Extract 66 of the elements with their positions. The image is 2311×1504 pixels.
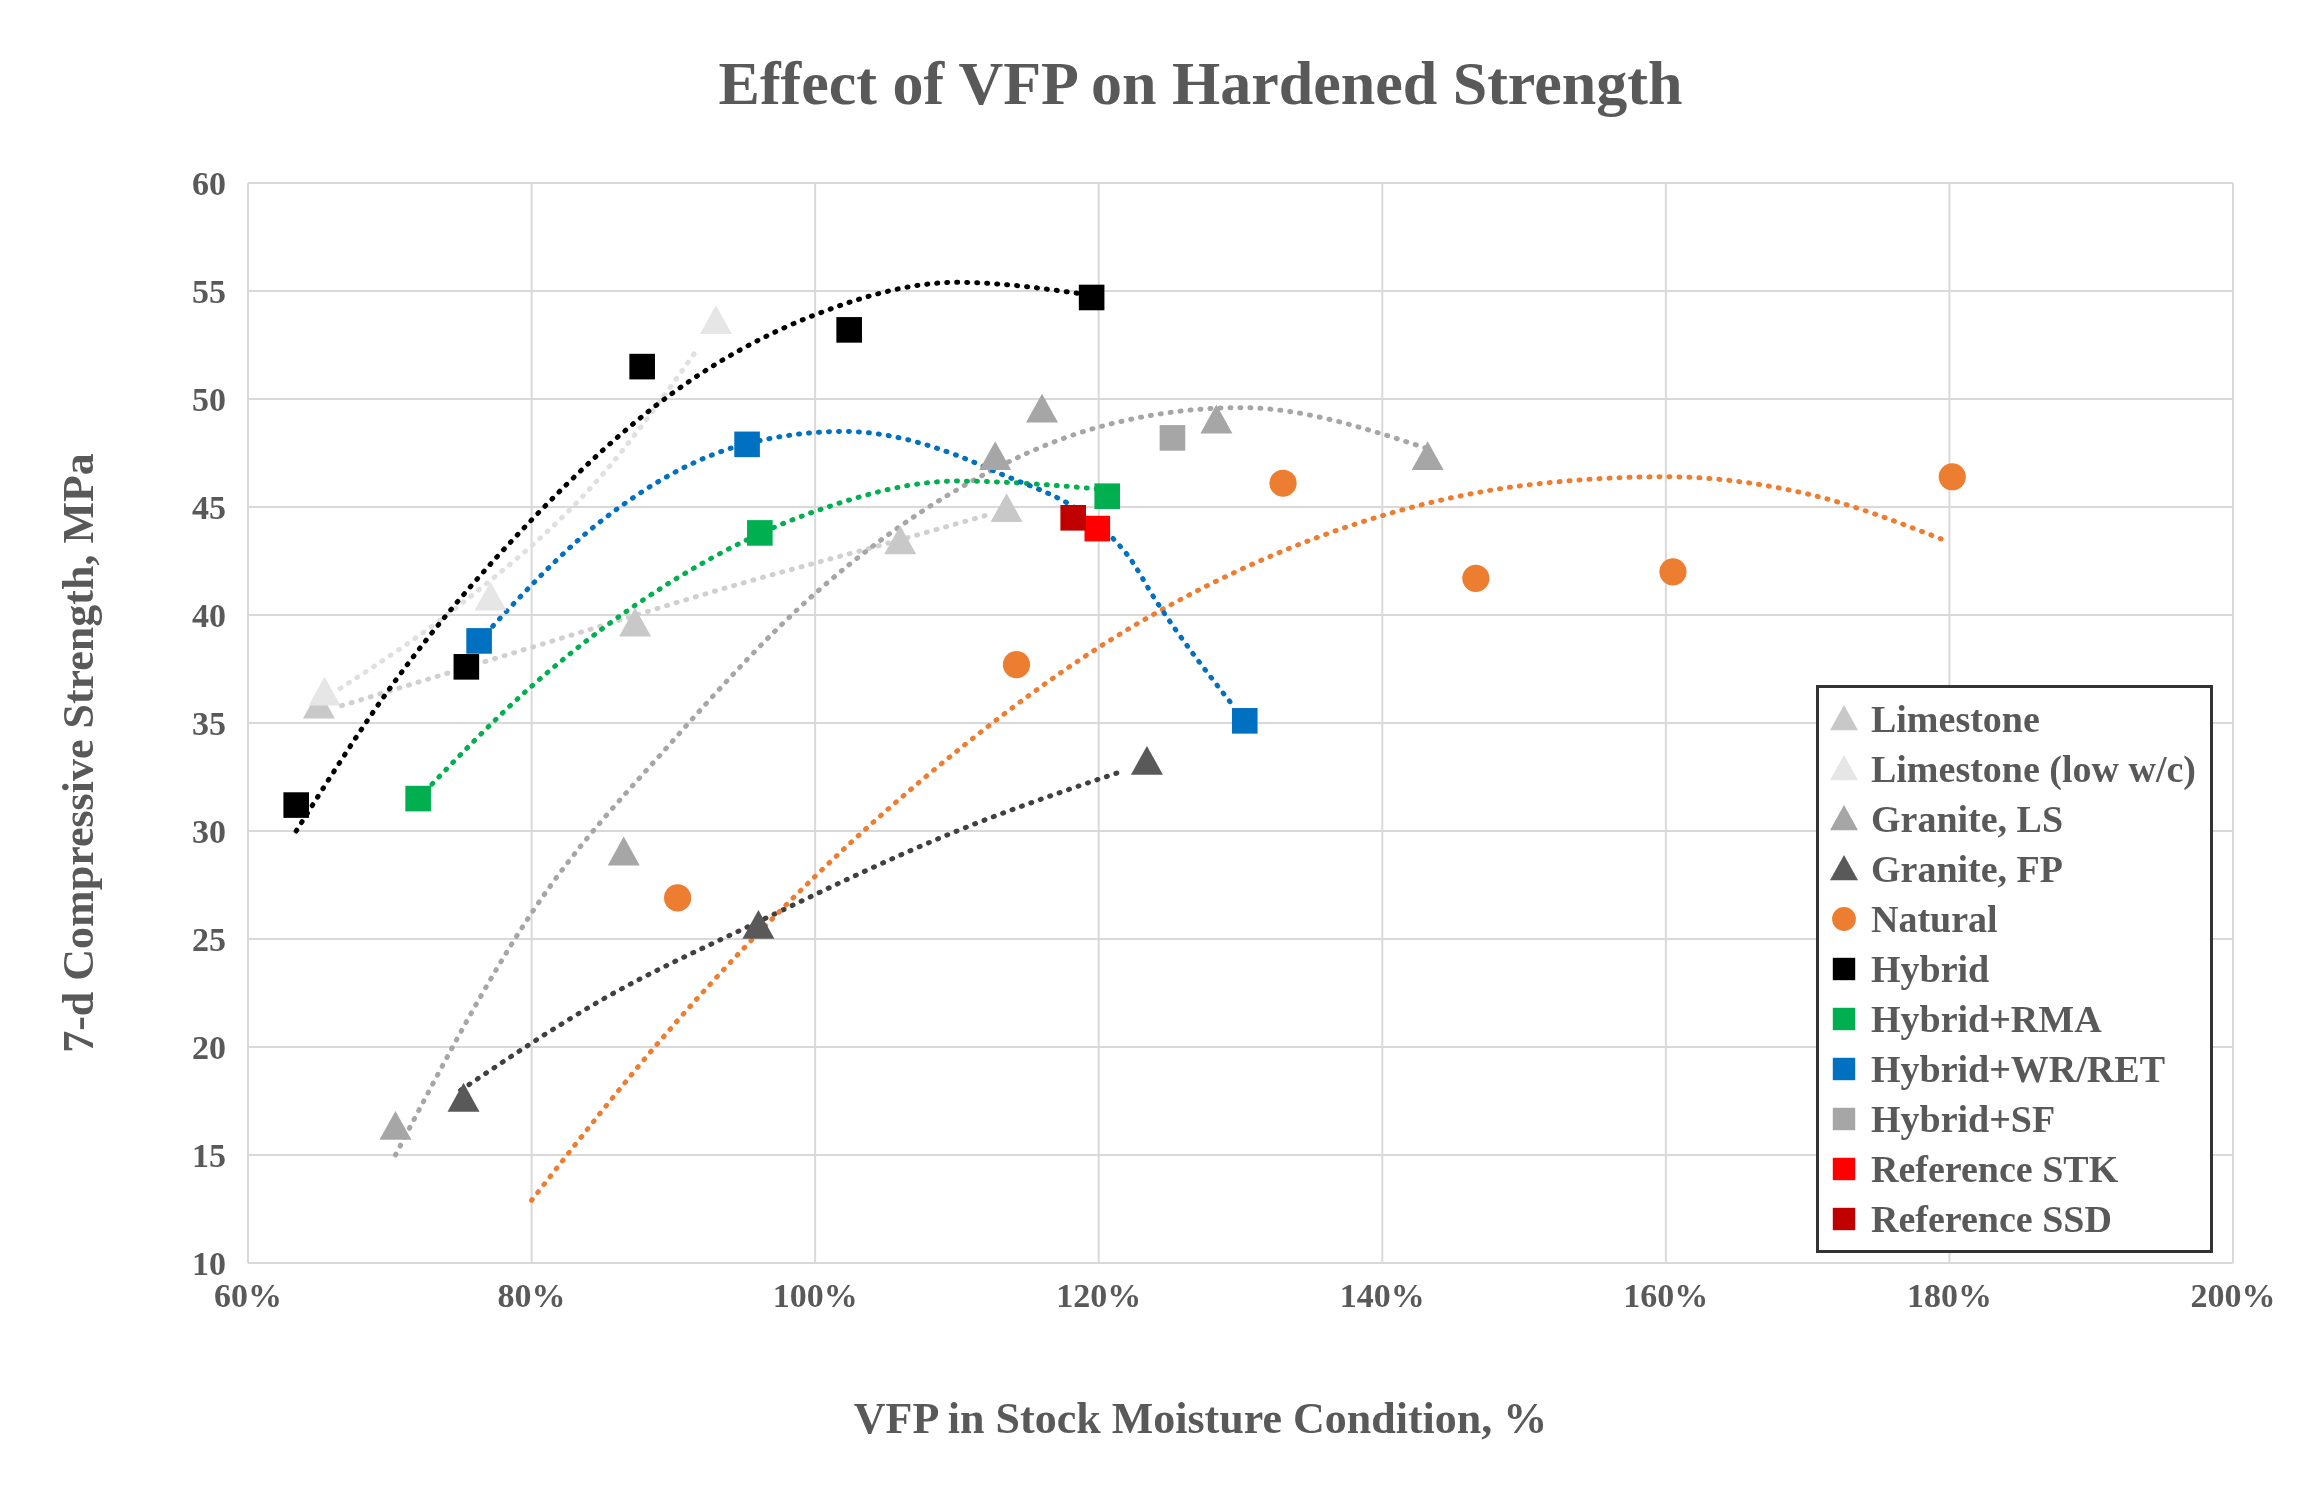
y-tick-label: 45 — [192, 489, 226, 527]
y-tick-label: 40 — [192, 597, 226, 635]
y-tick-label: 20 — [192, 1029, 226, 1067]
x-axis-title: VFP in Stock Moisture Condition, % — [852, 1393, 1549, 1444]
point — [405, 785, 431, 812]
legend-label: Reference SSD — [1870, 1197, 2112, 1241]
point — [447, 1082, 480, 1112]
point — [629, 353, 655, 380]
point — [453, 654, 480, 680]
point — [990, 493, 1023, 522]
x-tick-label: 160% — [1623, 1277, 1709, 1315]
point — [1200, 404, 1233, 434]
point — [664, 884, 692, 912]
point — [1159, 425, 1186, 451]
point — [474, 581, 507, 611]
point — [1084, 515, 1111, 542]
x-tick-label: 100% — [772, 1277, 858, 1315]
legend-label: Limestone (low w/c) — [1870, 747, 2196, 791]
legend-label: Natural — [1870, 897, 1998, 941]
legend-label: Granite, LS — [1870, 797, 2064, 841]
y-tick-label: 50 — [192, 381, 226, 419]
point — [1002, 651, 1031, 679]
y-axis-title: 7-d Compressive Strength, MPa — [52, 453, 104, 1053]
legend-label: Reference STK — [1870, 1147, 2119, 1191]
point — [742, 910, 775, 939]
y-tick-label: 60 — [192, 165, 226, 203]
point — [1130, 745, 1163, 775]
point — [699, 305, 732, 335]
point — [979, 441, 1012, 471]
point — [836, 317, 862, 343]
x-tick-label: 180% — [1906, 1277, 1992, 1315]
point — [1462, 564, 1490, 592]
y-tick-label: 25 — [192, 921, 226, 959]
legend-label: Hybrid+RMA — [1870, 997, 2102, 1041]
y-tick-label: 35 — [192, 705, 226, 743]
point — [1078, 284, 1105, 311]
legend-label: Hybrid+SF — [1870, 1097, 2056, 1141]
point — [1231, 708, 1258, 734]
point — [1269, 469, 1297, 497]
y-tick-label: 55 — [192, 273, 226, 311]
x-tick-label: 80% — [497, 1277, 566, 1315]
point — [734, 431, 760, 458]
x-tick-label: 200% — [2190, 1277, 2276, 1315]
point — [466, 628, 492, 654]
x-tick-label: 120% — [1056, 1277, 1142, 1315]
point — [1938, 463, 1966, 491]
point — [884, 525, 917, 555]
point — [747, 520, 773, 546]
point — [619, 607, 652, 637]
point — [379, 1110, 412, 1140]
legend-label: Hybrid — [1870, 947, 1990, 991]
point — [1060, 505, 1086, 531]
point — [1411, 441, 1444, 471]
x-tick-label: 140% — [1339, 1277, 1425, 1315]
legend-label: Granite, FP — [1870, 847, 2064, 891]
legend-label: Limestone — [1870, 697, 2040, 741]
y-tick-label: 15 — [192, 1137, 226, 1175]
point — [283, 792, 310, 818]
legend-label: Hybrid+WR/RET — [1870, 1047, 2165, 1091]
y-tick-label: 30 — [192, 813, 226, 851]
point — [308, 676, 341, 706]
point — [1094, 483, 1121, 509]
point — [1659, 558, 1687, 586]
point — [1026, 393, 1058, 423]
point — [607, 836, 640, 866]
chart-title: Effect of VFP on Hardened Strength — [717, 48, 1684, 119]
